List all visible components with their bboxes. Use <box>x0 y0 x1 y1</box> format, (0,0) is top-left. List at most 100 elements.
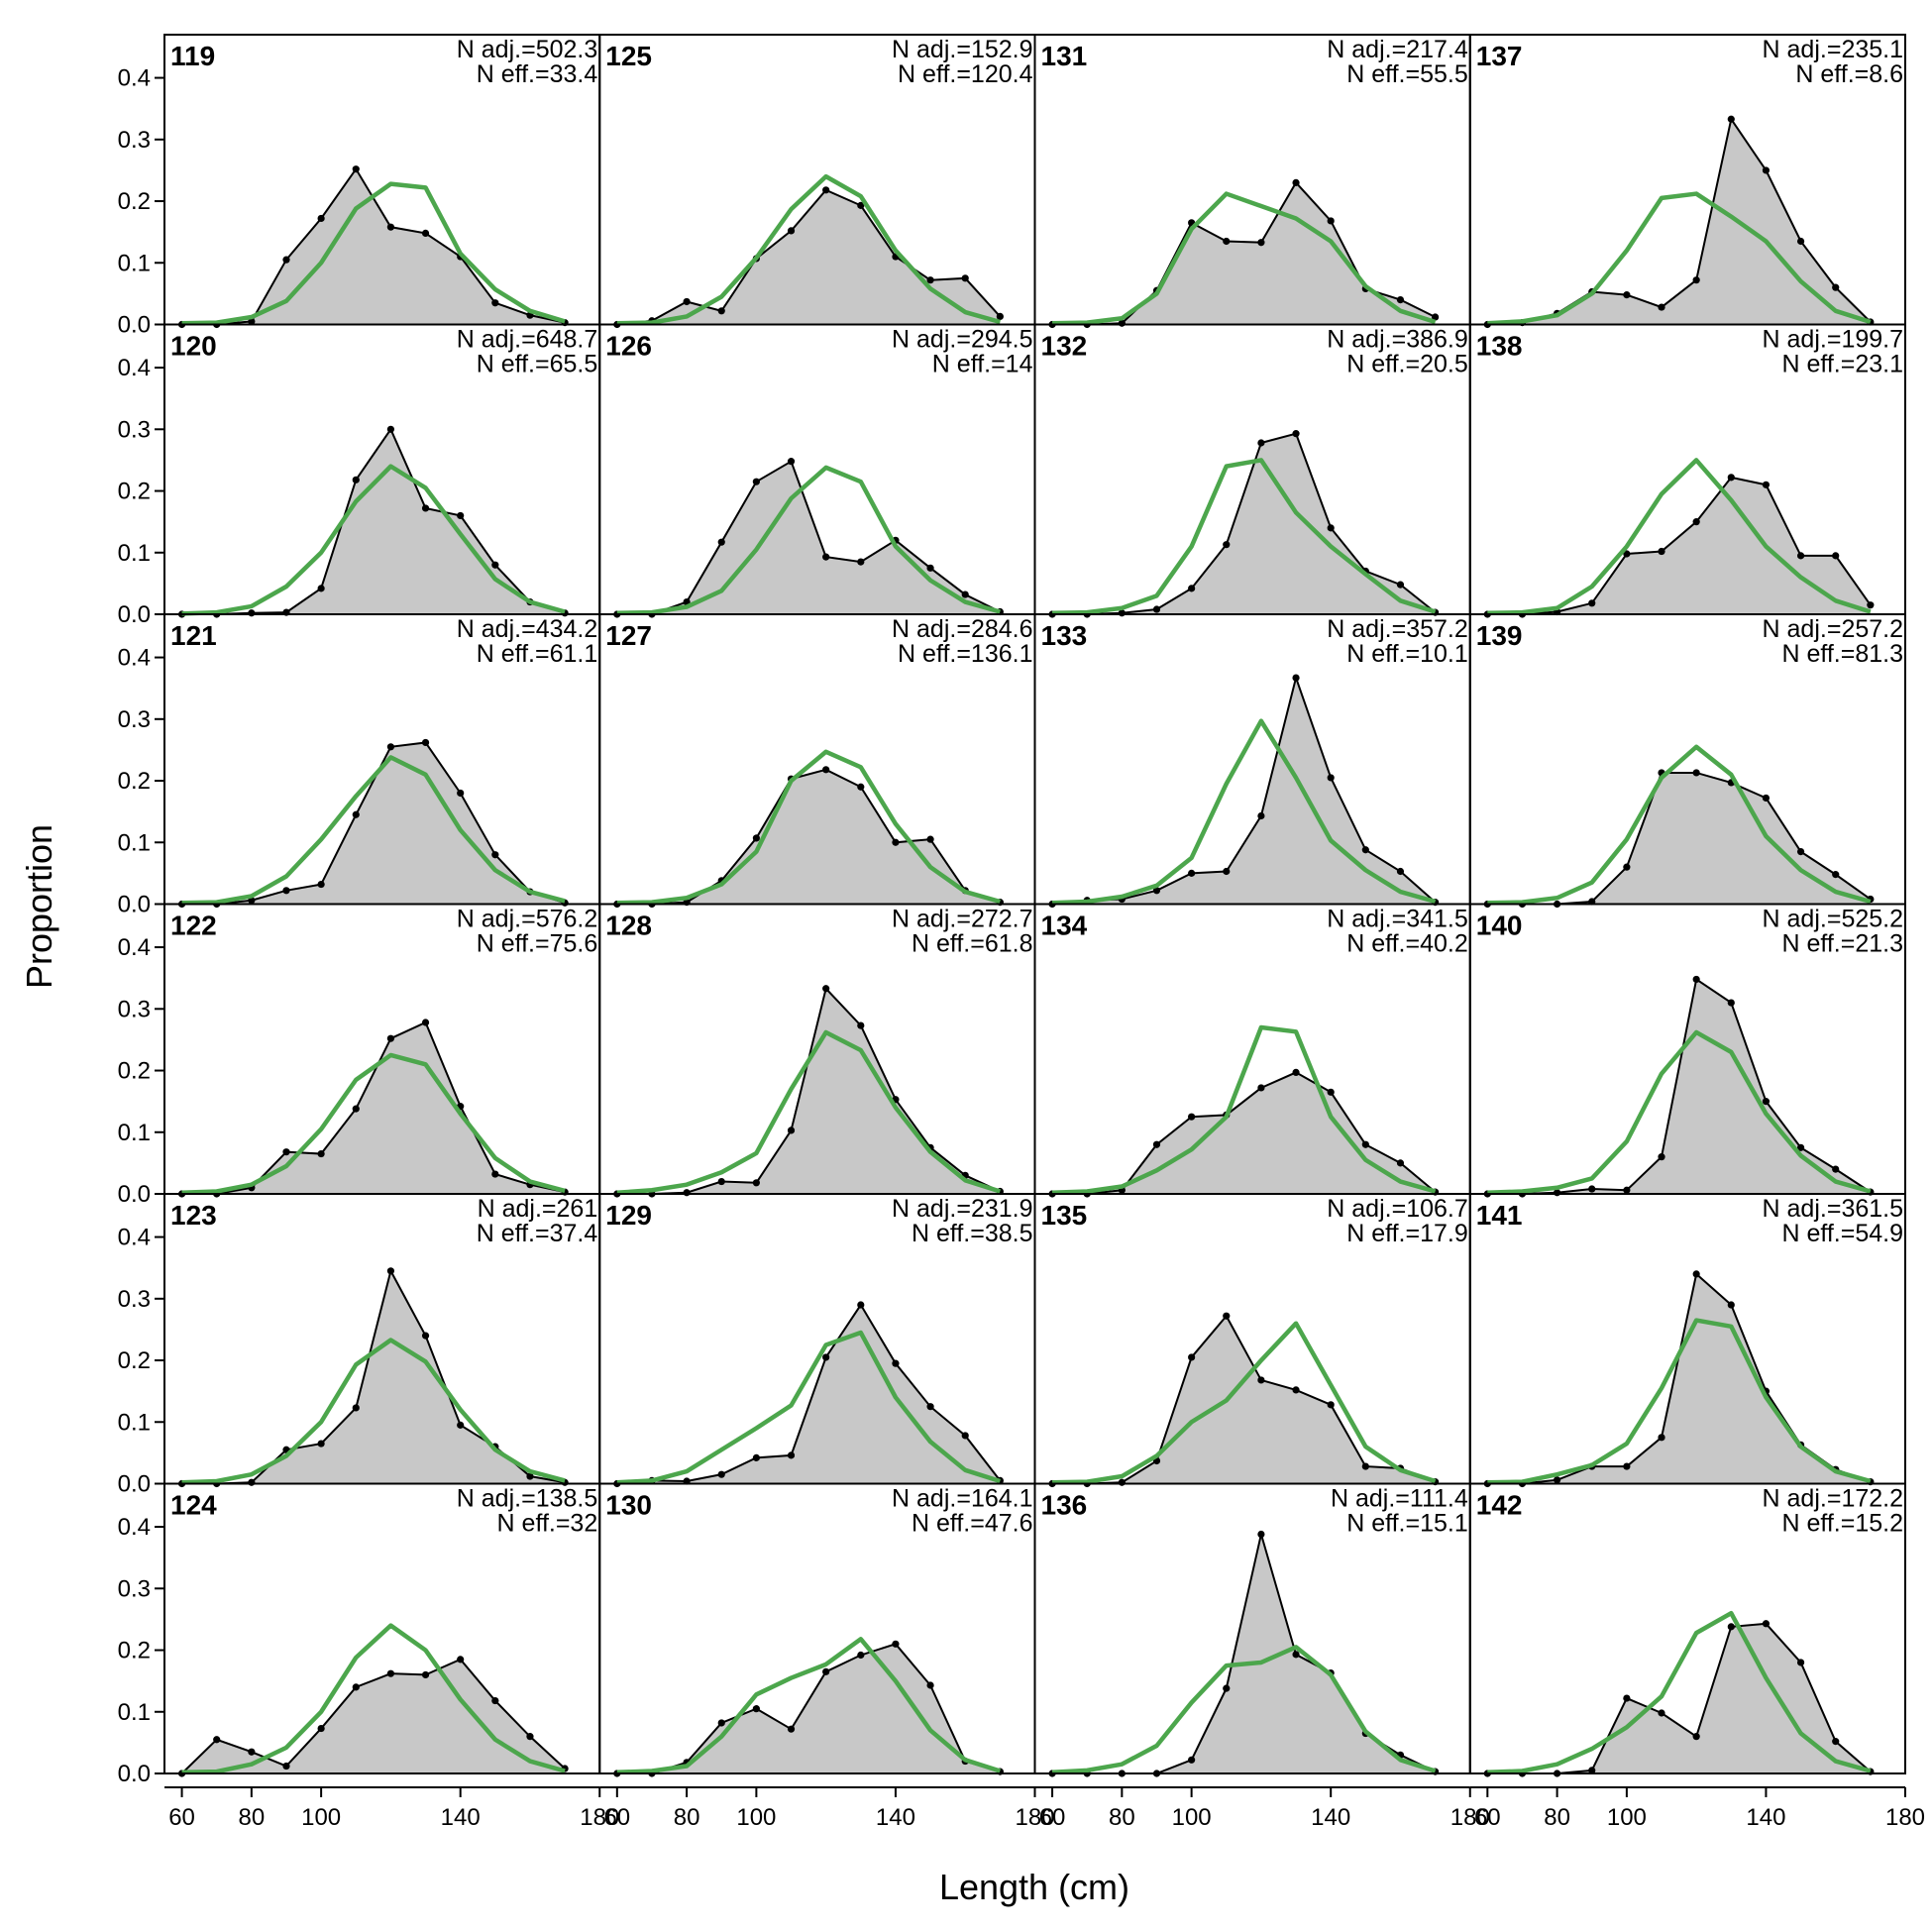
x-tick-label: 100 <box>1607 1804 1647 1831</box>
y-tick-label: 0.2 <box>118 1347 151 1374</box>
observed-point <box>1727 474 1735 482</box>
observed-point <box>1118 1478 1126 1486</box>
observed-point <box>1832 871 1840 879</box>
observed-point <box>857 1021 865 1029</box>
n-adj-label: N adj.=361.5 <box>1763 1195 1903 1223</box>
y-tick-label: 0.0 <box>118 1181 151 1208</box>
n-eff-label: N eff.=81.3 <box>1781 640 1903 668</box>
observed-point <box>282 1148 290 1156</box>
observed-point <box>926 1403 934 1411</box>
observed-point <box>1188 869 1196 877</box>
observed-area <box>1052 433 1436 614</box>
observed-area <box>181 429 566 614</box>
observed-point <box>1796 848 1805 856</box>
n-eff-label: N eff.=15.1 <box>1346 1510 1468 1538</box>
observed-point <box>1623 1186 1631 1194</box>
observed-point <box>1554 1476 1561 1484</box>
n-eff-label: N eff.=40.2 <box>1346 930 1468 958</box>
y-tick-label: 0.1 <box>118 829 151 856</box>
observed-point <box>1223 867 1231 876</box>
panel-title: 128 <box>605 911 652 941</box>
expected-line <box>616 465 1001 616</box>
observed-point <box>961 274 969 282</box>
x-tick-label: 100 <box>301 1804 341 1831</box>
observed-area <box>181 742 566 905</box>
observed-point <box>1727 1623 1735 1631</box>
panel-title: 126 <box>605 331 652 362</box>
x-tick-label: 60 <box>168 1804 195 1831</box>
x-tick-label: 140 <box>1746 1804 1785 1831</box>
expected-line <box>1487 1029 1872 1196</box>
n-adj-label: N adj.=341.5 <box>1327 906 1467 933</box>
observed-point <box>1257 1084 1265 1092</box>
n-adj-label: N adj.=164.1 <box>892 1485 1032 1513</box>
n-eff-label: N eff.=33.4 <box>477 60 598 88</box>
observed-point <box>787 1725 796 1733</box>
n-adj-label: N adj.=434.2 <box>457 615 597 643</box>
n-eff-label: N eff.=8.6 <box>1795 60 1903 88</box>
panel-title: 141 <box>1476 1200 1523 1231</box>
observed-area <box>1487 1273 1871 1484</box>
observed-point <box>857 201 865 209</box>
observed-point <box>491 1170 499 1178</box>
observed-point <box>1292 1386 1300 1394</box>
panel-title: 127 <box>605 620 652 651</box>
panel-128: 128 N adj.=272.7N eff.=61.8 <box>598 903 1036 1198</box>
observed-area <box>181 1659 566 1773</box>
n-eff-label: N eff.=54.9 <box>1781 1220 1903 1247</box>
observed-point <box>1727 115 1735 123</box>
panel-title: 123 <box>170 1200 217 1231</box>
panel-122: 122 N adj.=576.2N eff.=75.6 <box>163 903 601 1198</box>
x-tick-label: 140 <box>876 1804 915 1831</box>
observed-point <box>1867 601 1875 609</box>
observed-area <box>181 1021 566 1194</box>
panel-142: 142 N adj.=172.2N eff.=15.2 <box>1468 1482 1906 1777</box>
observed-point <box>248 609 256 617</box>
observed-point <box>1257 1376 1265 1384</box>
observed-area <box>1052 1316 1436 1484</box>
observed-line <box>1487 977 1872 1195</box>
expected-line <box>616 1330 1002 1485</box>
observed-line <box>616 460 1001 615</box>
observed-area <box>616 769 1001 905</box>
observed-point <box>1292 430 1300 438</box>
expected-line <box>1487 458 1872 616</box>
observed-point <box>822 1667 830 1675</box>
panel-title: 138 <box>1476 331 1523 362</box>
observed-point <box>926 835 934 843</box>
observed-point <box>752 478 760 485</box>
n-adj-label: N adj.=272.7 <box>892 906 1032 933</box>
panel-title: 121 <box>170 620 217 651</box>
observed-point <box>282 256 290 264</box>
observed-point <box>421 229 430 237</box>
observed-area <box>616 1644 1001 1773</box>
observed-point <box>1762 794 1771 803</box>
n-eff-label: N eff.=75.6 <box>477 930 598 958</box>
y-tick-label: 0.0 <box>118 892 151 918</box>
n-eff-label: N eff.=136.1 <box>898 640 1032 668</box>
y-tick-label: 0.2 <box>118 479 151 505</box>
observed-point <box>352 1683 360 1691</box>
y-tick-label: 0.2 <box>118 1638 151 1664</box>
expected-line <box>616 173 1001 326</box>
observed-point <box>1796 552 1805 560</box>
n-adj-label: N adj.=217.4 <box>1327 36 1468 63</box>
x-tick-label: 140 <box>441 1804 481 1831</box>
y-tick-label: 0.1 <box>118 540 151 567</box>
observed-point <box>1223 541 1231 549</box>
observed-point <box>1692 1733 1700 1741</box>
expected-line <box>1051 718 1437 906</box>
panel-border <box>1468 1482 1906 1774</box>
n-adj-label: N adj.=235.1 <box>1763 36 1903 63</box>
observed-point <box>1396 581 1405 589</box>
x-tick-label: 80 <box>674 1804 700 1831</box>
observed-point <box>1396 867 1405 876</box>
x-tick-label: 140 <box>1311 1804 1350 1831</box>
observed-point <box>1796 1143 1805 1151</box>
observed-line <box>180 1658 566 1774</box>
observed-area <box>1052 1534 1436 1773</box>
expected-line <box>1487 191 1872 326</box>
observed-point <box>457 1421 465 1429</box>
observed-point <box>352 1105 360 1113</box>
